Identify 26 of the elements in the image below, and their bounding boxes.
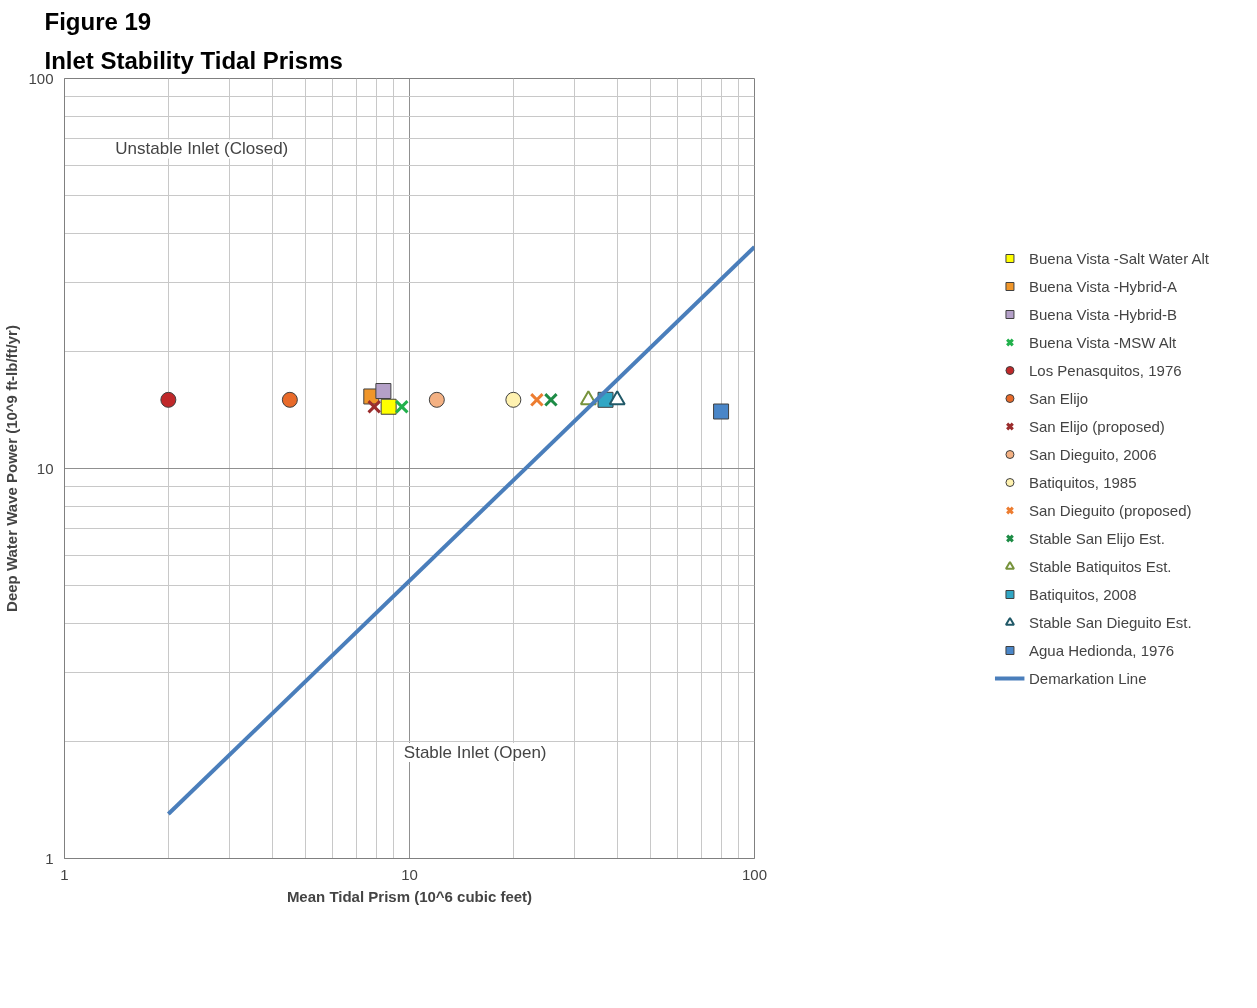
- x-axis-title: Mean Tidal Prism (10^6 cubic feet): [286, 887, 533, 905]
- legend-label: Buena Vista -Hybrid-A: [1028, 277, 1178, 295]
- legend-label: Stable San Elijo Est.: [1028, 529, 1165, 547]
- annotation: Stable Inlet (Open): [403, 742, 547, 762]
- legend-label: San Dieguito, 2006: [1028, 445, 1157, 463]
- legend-label: Stable San Dieguito Est.: [1028, 613, 1192, 631]
- legend-label: Batiquitos, 1985: [1028, 473, 1137, 491]
- legend-label: Buena Vista -Salt Water Alt: [1028, 249, 1210, 267]
- legend-label: San Elijo: [1028, 389, 1089, 407]
- legend-label: Demarkation Line: [1028, 669, 1147, 687]
- legend-label: Batiquitos, 2008: [1028, 585, 1137, 603]
- y-tick-label: 10: [36, 459, 54, 477]
- legend-label: Stable Batiquitos Est.: [1028, 557, 1172, 575]
- y-tick-label: 1: [45, 849, 54, 867]
- chart-title: Figure 19: [44, 7, 152, 35]
- legend-label: Los Penasquitos, 1976: [1028, 361, 1182, 379]
- x-tick-label: 1: [60, 865, 69, 883]
- legend-label: Agua Hedionda, 1976: [1028, 641, 1175, 659]
- legend-label: Buena Vista -MSW Alt: [1028, 333, 1177, 351]
- legend-label: San Elijo (proposed): [1028, 417, 1165, 435]
- legend-label: San Dieguito (proposed): [1028, 501, 1192, 519]
- annotation: Unstable Inlet (Closed): [115, 139, 289, 159]
- legend-label: Buena Vista -Hybrid-B: [1028, 305, 1178, 323]
- x-tick-label: 10: [401, 865, 418, 883]
- y-axis-title: Deep Water Wave Power (10^9 ft-lb/ft/yr): [3, 325, 21, 612]
- x-tick-label: 100: [741, 865, 768, 883]
